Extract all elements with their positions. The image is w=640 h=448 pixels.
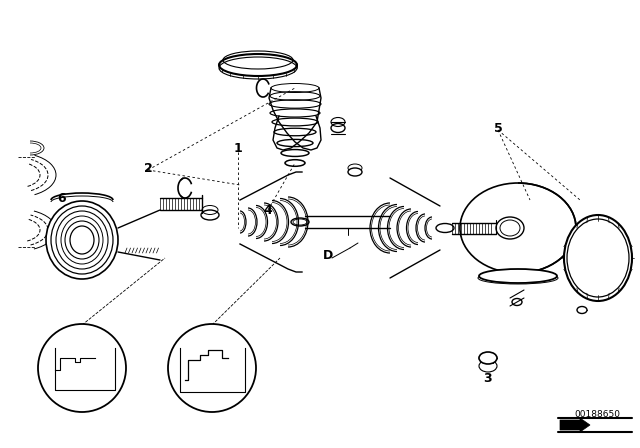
Ellipse shape <box>46 201 118 279</box>
Text: 00188650: 00188650 <box>574 409 620 418</box>
Ellipse shape <box>479 352 497 364</box>
Text: 6: 6 <box>58 191 67 204</box>
Polygon shape <box>214 340 226 348</box>
Text: 1: 1 <box>234 142 243 155</box>
Polygon shape <box>182 340 192 348</box>
Ellipse shape <box>460 183 576 273</box>
Ellipse shape <box>479 269 557 283</box>
Ellipse shape <box>219 54 297 76</box>
Text: D: D <box>323 249 333 262</box>
Polygon shape <box>560 418 590 432</box>
Polygon shape <box>52 340 62 348</box>
Polygon shape <box>194 340 210 348</box>
Ellipse shape <box>348 168 362 176</box>
Polygon shape <box>62 340 78 345</box>
Text: 5: 5 <box>493 121 502 134</box>
Circle shape <box>168 324 256 412</box>
Ellipse shape <box>564 215 632 301</box>
Text: B: B <box>230 340 238 350</box>
Text: 2: 2 <box>143 161 152 175</box>
Circle shape <box>38 324 126 412</box>
Text: 3: 3 <box>484 371 492 384</box>
Text: A: A <box>99 340 108 350</box>
Polygon shape <box>82 340 95 350</box>
Ellipse shape <box>577 306 587 314</box>
Text: 4: 4 <box>264 203 273 216</box>
